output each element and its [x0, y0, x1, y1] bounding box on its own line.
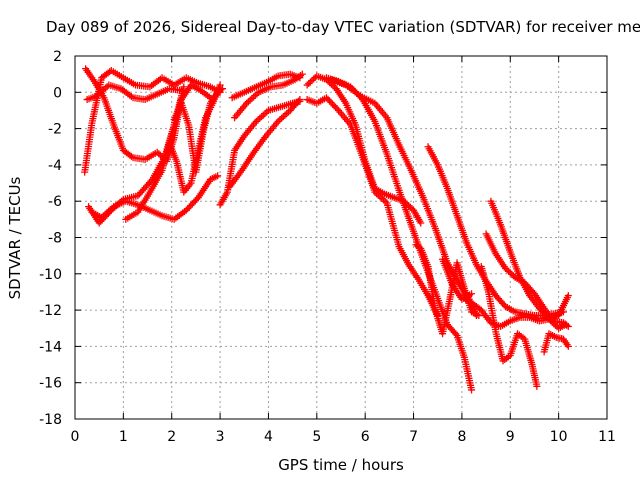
data-marker: [310, 75, 318, 83]
data-marker: [508, 270, 516, 278]
data-marker: [308, 77, 316, 85]
data-marker: [327, 99, 335, 107]
data-marker: [147, 177, 155, 185]
data-marker: [468, 386, 476, 394]
data-marker: [101, 213, 109, 221]
data-marker: [127, 152, 135, 160]
series-sat-s: [439, 255, 476, 303]
data-marker: [182, 206, 190, 214]
data-marker: [303, 81, 311, 89]
data-marker: [326, 97, 334, 105]
y-tick-label: -16: [39, 376, 62, 392]
y-tick-label: -14: [39, 339, 62, 355]
y-tick-label: 2: [53, 49, 62, 65]
data-marker: [475, 312, 483, 320]
data-marker: [219, 85, 227, 93]
data-marker: [329, 100, 337, 108]
x-tick-label: 6: [361, 429, 370, 445]
data-marker: [306, 78, 314, 86]
y-tick-label: -8: [48, 231, 62, 247]
data-marker: [180, 83, 188, 91]
x-tick-label: 2: [167, 429, 176, 445]
x-tick-label: 0: [71, 429, 80, 445]
series-sat-j: [226, 96, 304, 191]
series-sat-x: [540, 330, 572, 356]
data-marker: [191, 197, 199, 205]
data-marker: [564, 342, 572, 350]
plot-frame: [74, 55, 608, 420]
data-marker: [505, 267, 513, 275]
y-tick-label: -12: [39, 303, 62, 319]
x-tick-label: 9: [506, 429, 515, 445]
data-marker: [296, 96, 304, 104]
data-marker: [295, 97, 303, 105]
x-axis-label: GPS time / hours: [278, 456, 404, 474]
x-tick-labels: 0 1 2 3 4 5 6 7 8 9 10 11: [71, 429, 616, 445]
x-tick-label: 10: [550, 429, 568, 445]
data-marker: [298, 70, 306, 78]
series-sat-w: [458, 292, 572, 330]
y-axis-label: SDTVAR / TECUs: [6, 176, 24, 299]
series-sat-r: [424, 143, 567, 320]
y-tick-labels: -18 -16 -14 -12 -10 -8 -6 -4 -2 0 2: [39, 49, 62, 428]
data-marker: [214, 172, 222, 180]
data-marker: [503, 266, 511, 274]
data-marker: [185, 203, 193, 211]
series-sat-v: [482, 230, 572, 330]
data-marker: [563, 321, 571, 329]
data-marker: [190, 198, 198, 206]
data-marker: [95, 219, 103, 227]
data-marker: [476, 305, 484, 313]
data-marker: [153, 148, 161, 156]
series-sat-d: [81, 67, 224, 176]
series-sat-h: [170, 85, 227, 176]
data-marker: [322, 94, 330, 102]
data-marker: [103, 211, 111, 219]
data-marker: [533, 382, 541, 390]
x-tick-label: 7: [409, 429, 418, 445]
data-marker: [564, 322, 572, 330]
data-marker: [217, 86, 225, 94]
data-marker: [468, 290, 476, 298]
data-marker: [98, 216, 106, 224]
x-tick-label: 8: [457, 429, 466, 445]
data-marker: [452, 330, 460, 338]
y-tick-label: -4: [48, 158, 62, 174]
data-marker: [188, 200, 196, 208]
data-marker: [564, 292, 572, 300]
data-marker: [305, 80, 313, 88]
data-marker: [509, 272, 517, 280]
y-tick-label: 0: [53, 85, 62, 101]
y-tick-label: -2: [48, 122, 62, 138]
y-tick-label: -18: [39, 412, 62, 428]
data-marker: [216, 81, 224, 89]
x-tick-label: 5: [312, 429, 321, 445]
data-marker: [332, 103, 340, 111]
series-sat-l: [231, 70, 306, 122]
data-marker: [324, 95, 332, 103]
data-marker: [417, 219, 425, 227]
y-tick-label: -6: [48, 194, 62, 210]
chart-title: Day 089 of 2026, Sidereal Day-to-day VTE…: [46, 18, 640, 36]
data-marker: [184, 205, 192, 213]
data-marker: [333, 105, 341, 113]
data-marker: [187, 202, 195, 210]
data-marker: [104, 209, 112, 217]
x-tick-label: 3: [216, 429, 225, 445]
data-marker: [155, 150, 163, 158]
data-marker: [106, 208, 114, 216]
y-tick-label: -10: [39, 267, 62, 283]
data-marker: [100, 214, 108, 222]
data-marker: [330, 102, 338, 110]
x-tick-label: 1: [119, 429, 128, 445]
data-marker: [506, 269, 514, 277]
x-tick-label: 4: [264, 429, 273, 445]
data-points: [81, 65, 572, 394]
data-marker: [97, 217, 105, 225]
data-marker: [501, 264, 509, 272]
x-tick-label: 11: [598, 429, 616, 445]
